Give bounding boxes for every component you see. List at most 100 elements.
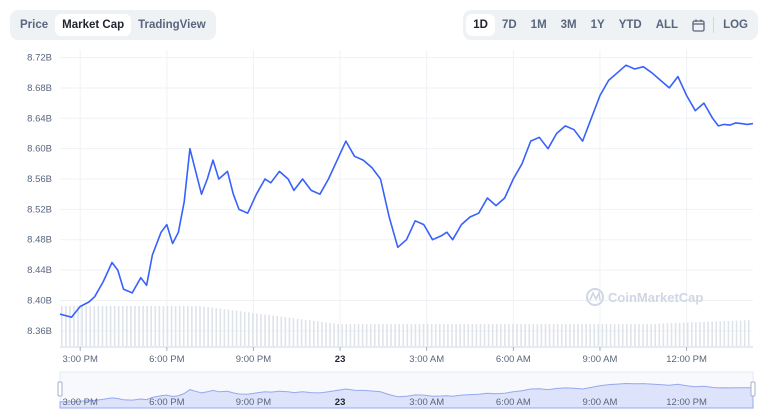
volume-bar: [406, 324, 409, 346]
volume-bar: [699, 322, 701, 346]
volume-bar: [573, 324, 575, 346]
volume-bar: [691, 322, 693, 346]
volume-bar: [97, 306, 100, 346]
volume-bar: [187, 306, 189, 346]
volume-bar: [471, 324, 474, 346]
volume-bar: [646, 324, 648, 346]
volume-bar: [105, 306, 108, 346]
coinmarketcap-logo-icon: [586, 288, 604, 306]
volume-bar: [544, 324, 547, 346]
volume-bar: [308, 320, 311, 346]
volume-bar: [504, 324, 506, 346]
y-tick-label: 8.68B: [27, 83, 52, 94]
volume-bar: [272, 315, 274, 346]
volume-bar: [170, 306, 173, 346]
volume-bar: [243, 311, 246, 346]
tab-price[interactable]: Price: [20, 19, 49, 31]
volume-bar: [642, 324, 644, 346]
y-tick-label: 8.52B: [27, 204, 52, 215]
volume-bar: [215, 308, 218, 346]
volume-bar: [69, 306, 71, 346]
volume-bar: [365, 324, 368, 346]
y-tick-label: 8.44B: [27, 265, 52, 276]
volume-bar: [207, 307, 209, 346]
volume-bar: [682, 322, 685, 346]
volume-bar: [605, 324, 608, 346]
range-3m[interactable]: 3M: [560, 19, 577, 31]
volume-bar: [621, 324, 624, 346]
volume-bar: [443, 324, 445, 346]
range-1d[interactable]: 1D: [466, 14, 495, 36]
volume-bar: [89, 306, 92, 346]
volume-bar: [398, 324, 400, 346]
x-tick-label: 3:00 AM: [409, 354, 444, 365]
volume-bar: [195, 306, 197, 346]
volume-bar: [658, 323, 661, 346]
volume-bar: [520, 324, 522, 346]
volume-bar: [638, 324, 640, 346]
navigator-x-tick-label: 3:00 AM: [409, 397, 444, 408]
volume-bar: [300, 319, 303, 346]
navigator-left-handle[interactable]: [57, 381, 63, 397]
range-7d[interactable]: 7D: [501, 19, 517, 31]
volume-bar: [134, 306, 136, 346]
time-range-selector: 1D 7D 1M 3M 1Y YTD ALL LOG: [463, 10, 758, 40]
volume-bar: [313, 320, 315, 346]
tab-market-cap[interactable]: Market Cap: [55, 14, 132, 36]
volume-bar: [268, 315, 270, 346]
y-tick-label: 8.48B: [27, 235, 52, 246]
volume-bar: [711, 321, 713, 346]
range-1m[interactable]: 1M: [530, 19, 547, 31]
volume-bar: [439, 324, 441, 346]
volume-bar: [434, 324, 437, 346]
volume-bar: [223, 309, 226, 346]
volume-bar: [743, 320, 746, 346]
navigator-x-tick-label: 23: [335, 397, 346, 408]
volume-bar: [479, 324, 482, 346]
volume-bar: [158, 306, 161, 346]
volume-bar: [430, 324, 433, 346]
volume-bar: [178, 306, 181, 346]
volume-bar: [150, 306, 153, 346]
volume-bar: [337, 324, 339, 346]
volume-bar: [349, 324, 352, 346]
range-ytd[interactable]: YTD: [618, 19, 642, 31]
x-tick-label: 9:00 AM: [583, 354, 618, 365]
volume-bar: [451, 324, 453, 346]
volume-bar: [162, 306, 165, 346]
volume-bar: [695, 322, 697, 346]
volume-bar: [276, 316, 279, 346]
volume-bar: [613, 324, 616, 346]
volume-bar: [390, 324, 392, 346]
volume-bar: [130, 306, 132, 346]
volume-bar: [121, 306, 124, 346]
volume-bar: [361, 324, 364, 346]
volume-bar: [410, 324, 413, 346]
range-1y[interactable]: 1Y: [590, 19, 605, 31]
volume-bar: [625, 324, 628, 346]
x-tick-label: 6:00 AM: [496, 354, 531, 365]
volume-bar: [630, 324, 632, 346]
volume-bar: [182, 306, 185, 346]
volume-bar: [528, 324, 531, 346]
volume-bar: [556, 324, 559, 346]
log-scale-toggle[interactable]: LOG: [723, 19, 748, 31]
tab-tradingview[interactable]: TradingView: [138, 19, 206, 31]
volume-bar: [109, 306, 112, 346]
range-all[interactable]: ALL: [655, 19, 679, 31]
volume-bar: [199, 306, 201, 346]
navigator-right-handle[interactable]: [750, 381, 756, 397]
range-navigator[interactable]: 3:00 PM 6:00 PM 9:00 PM 23 3:00 AM 6:00 AM 9:0…: [57, 371, 756, 409]
volume-bar: [93, 306, 96, 346]
volume-bar: [483, 324, 486, 346]
x-tick-label: 9:00 PM: [236, 354, 271, 365]
volume-bar: [369, 324, 372, 346]
volume-bar: [77, 306, 79, 346]
volume-bar: [703, 321, 705, 346]
volume-bar: [589, 324, 592, 346]
volume-bar: [447, 324, 449, 346]
volume-bar: [81, 306, 83, 346]
calendar-icon[interactable]: [685, 14, 711, 36]
volume-bar: [739, 320, 742, 346]
